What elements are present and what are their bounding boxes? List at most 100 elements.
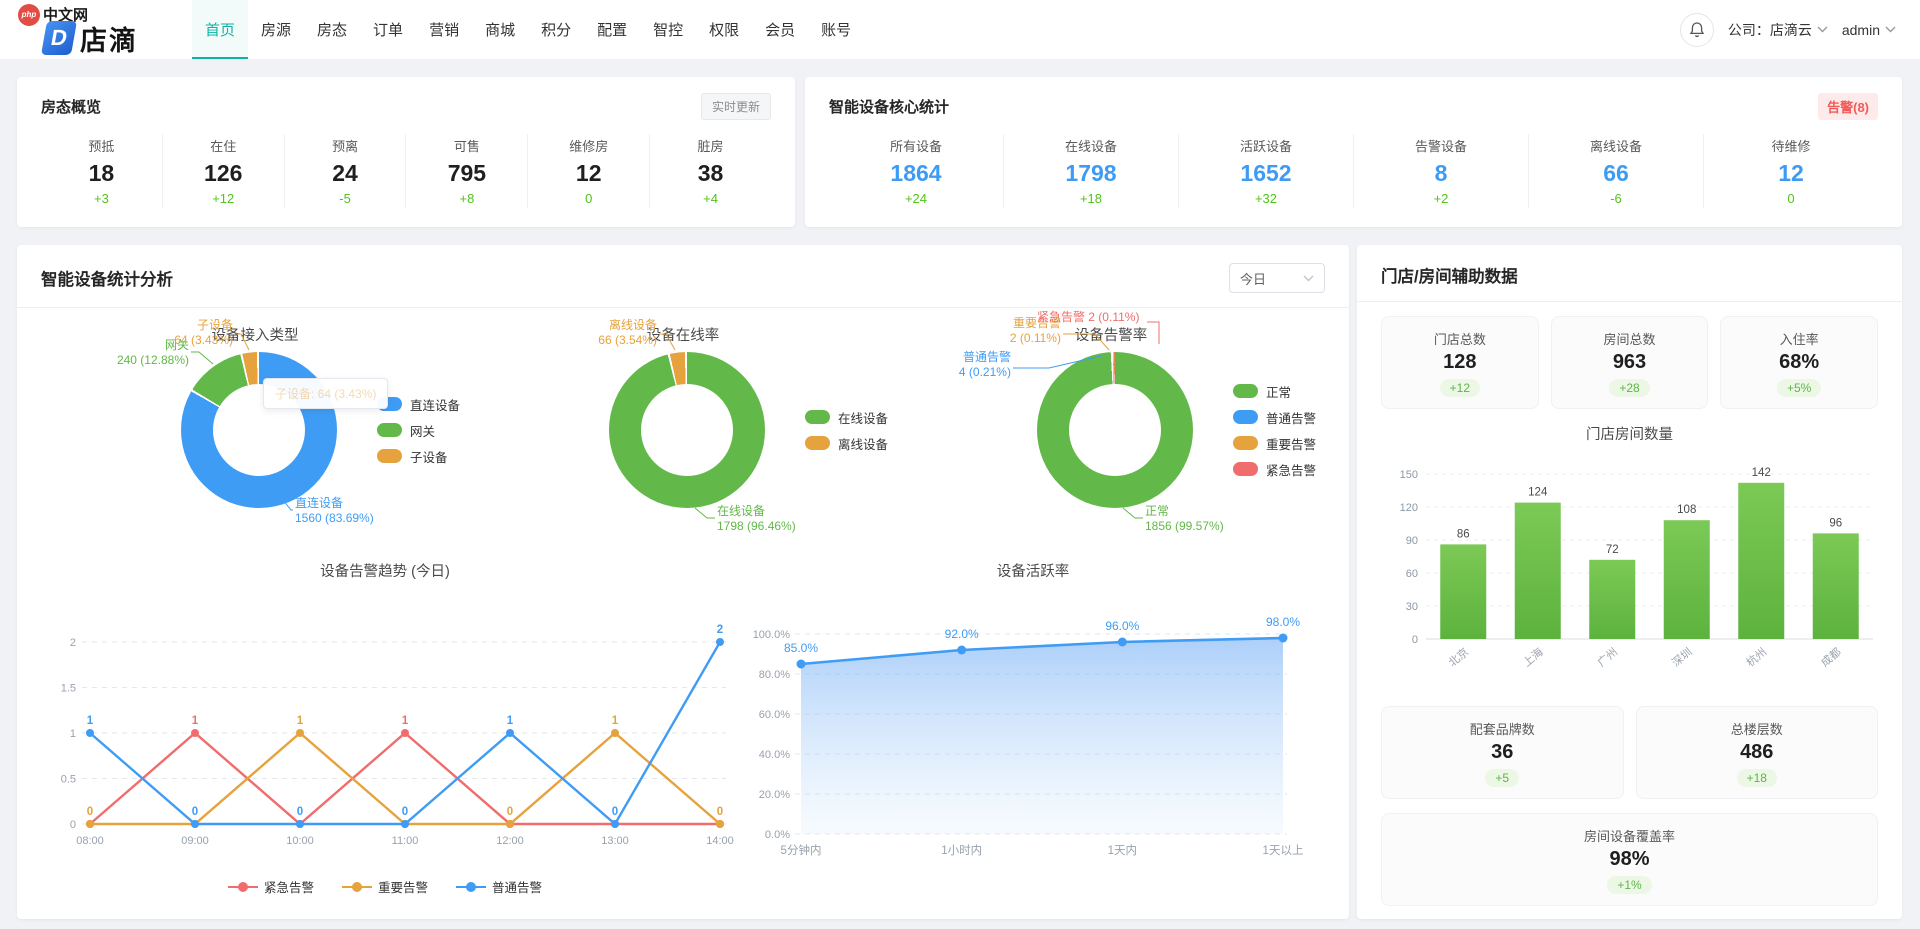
username: admin <box>1841 21 1880 38</box>
nav-item-points[interactable]: 积分 <box>541 22 572 39</box>
stat-item: 维修房 12 0 <box>528 134 651 208</box>
alarm-trend-chart[interactable]: 0 0.5 1 1.5 2 08:00 09:00 10:00 11:00 12:00 13:00 1… <box>35 582 735 865</box>
aux-data-panel: 门店/房间辅助数据 门店总数 128 +12 房间总数 963 +28 入住率 68% +5% … <box>1357 245 1902 919</box>
svg-text:1: 1 <box>87 715 94 727</box>
legend-label: 在线设备 <box>837 411 888 426</box>
nav-item-members[interactable]: 会员 <box>765 22 796 39</box>
pie-callout-label: 直连设备 1560 (83.69%) <box>295 496 374 525</box>
legend-label: 离线设备 <box>837 437 888 452</box>
legend-item[interactable]: 普通告警 <box>1232 404 1316 430</box>
donut-chart-access-type: 设备接入类型 直连设备 1560 (83.69%) 网关 240 (12.88%) 子设备… <box>41 308 469 550</box>
svg-text:上海: 上海 <box>1520 645 1546 670</box>
svg-text:0.0%: 0.0% <box>765 829 790 841</box>
aux-stat-delta: +12 <box>1439 379 1481 397</box>
stat-delta: 0 <box>585 191 593 206</box>
svg-text:108: 108 <box>1677 504 1696 516</box>
company-selector[interactable]: 公司：店滴云 <box>1728 20 1828 40</box>
nav-item-permissions[interactable]: 权限 <box>709 22 740 39</box>
stat-value: 12 <box>1778 160 1804 186</box>
donut-ring[interactable] <box>608 352 765 508</box>
stat-delta: +24 <box>904 191 928 206</box>
chart-tooltip: 子设备: 64 (3.43%) <box>263 378 389 409</box>
time-range-select[interactable]: 今日 <box>1229 263 1325 293</box>
donut-ring[interactable] <box>1036 352 1193 508</box>
chevron-down-icon <box>1817 26 1828 33</box>
stat-label: 告警设备 <box>1414 139 1467 154</box>
legend-item[interactable]: 重要告警 <box>341 877 428 896</box>
realtime-update-badge: 实时更新 <box>700 93 771 120</box>
aux-stat-label: 房间总数 <box>1603 332 1656 347</box>
nav-item-listings[interactable]: 房源 <box>261 22 292 39</box>
nav-item-mall[interactable]: 商城 <box>485 22 516 39</box>
nav-item-room-status[interactable]: 房态 <box>317 22 348 39</box>
legend-label: 重要告警 <box>377 881 428 895</box>
chart-title: 设备活跃率 <box>996 564 1070 580</box>
stat-label: 在线设备 <box>1064 139 1117 154</box>
aux-stat-delta: +5 <box>1485 769 1520 787</box>
legend-item[interactable]: 紧急告警 <box>1232 456 1316 482</box>
store-rooms-bar-chart[interactable]: 0 30 60 90 120 150 86 北京 124 上海 72 广州 108 深圳 142 杭州 96 成都 <box>1381 449 1878 706</box>
notification-bell-button[interactable] <box>1679 12 1714 47</box>
svg-text:1: 1 <box>612 715 619 727</box>
nav-item-orders[interactable]: 订单 <box>373 22 404 39</box>
pie-callout-label: 紧急告警 2 (0.11%) <box>1036 310 1140 324</box>
stat-delta: +2 <box>1433 191 1449 206</box>
stat-item: 告警设备 8 +2 <box>1354 134 1529 208</box>
svg-text:1天以上: 1天以上 <box>1263 844 1304 857</box>
svg-text:150: 150 <box>1400 469 1418 481</box>
legend-label: 重要告警 <box>1265 437 1316 452</box>
chart-title: 设备告警率 <box>1074 328 1148 344</box>
legend-item[interactable]: 正常 <box>1232 378 1316 404</box>
device-active-rate-chart[interactable]: 0.0% 20.0% 40.0% 60.0% 80.0% 100.0% 85.0% 5分钟内 9… <box>743 582 1323 887</box>
legend-item[interactable]: 紧急告警 <box>227 877 314 896</box>
legend-item[interactable]: 重要告警 <box>1232 430 1316 456</box>
legend-marker <box>1232 436 1258 450</box>
legend-item[interactable]: 离线设备 <box>804 430 888 456</box>
stat-delta: 0 <box>1787 191 1795 206</box>
stat-label: 预抵 <box>88 139 115 154</box>
legend-item[interactable]: 子设备 <box>377 443 460 469</box>
legend-item[interactable]: 直连设备 <box>377 391 460 417</box>
svg-text:2: 2 <box>70 637 76 649</box>
nav-item-marketing[interactable]: 营销 <box>429 22 460 39</box>
stat-label: 待维修 <box>1771 139 1811 154</box>
svg-text:08:00: 08:00 <box>76 835 104 847</box>
brand-name: 店滴 <box>80 25 138 56</box>
stat-delta: +8 <box>459 191 475 206</box>
chevron-down-icon <box>1885 26 1896 33</box>
stat-delta: +32 <box>1254 191 1278 206</box>
svg-text:2: 2 <box>717 624 723 636</box>
panel-title: 智能设备统计分析 <box>41 271 173 289</box>
alarm-count-badge[interactable]: 告警(8) <box>1818 93 1878 120</box>
company-label: 公司：店滴云 <box>1727 21 1812 38</box>
chart-title: 设备接入类型 <box>211 328 299 344</box>
stat-value: 1652 <box>1240 160 1292 186</box>
pie-callout-label: 正常 1856 (99.57%) <box>1144 504 1224 533</box>
legend-label: 普通告警 <box>492 881 543 895</box>
nav-item-accounts[interactable]: 账号 <box>821 22 852 39</box>
svg-text:1.5: 1.5 <box>61 683 76 695</box>
svg-text:14:00: 14:00 <box>706 835 734 847</box>
chart-title: 门店房间数量 <box>1586 427 1673 443</box>
svg-text:20.0%: 20.0% <box>759 789 790 801</box>
svg-text:09:00: 09:00 <box>181 835 209 847</box>
nav-item-home[interactable]: 首页 <box>192 0 249 59</box>
nav-item-config[interactable]: 配置 <box>597 22 628 39</box>
svg-text:杭州: 杭州 <box>1743 645 1769 670</box>
legend-item[interactable]: 普通告警 <box>456 877 542 896</box>
aux-stat-card: 房间总数 963 +28 <box>1550 316 1709 409</box>
stat-value: 12 <box>575 160 602 186</box>
logo-cn-text: 中文网 <box>43 7 89 24</box>
nav-item-smart-control[interactable]: 智控 <box>653 22 684 39</box>
user-menu[interactable]: admin <box>1842 22 1896 38</box>
svg-text:5分钟内: 5分钟内 <box>781 843 822 857</box>
stat-value: 1864 <box>890 160 942 186</box>
legend-item[interactable]: 网关 <box>377 417 460 443</box>
legend-item[interactable]: 在线设备 <box>804 404 888 430</box>
svg-text:成都: 成都 <box>1818 645 1843 669</box>
donut-chart-online-rate: 设备在线率 在线设备 1798 (96.46%) 离线设备 66 (3.54%) 在线设备… <box>469 308 897 550</box>
donut-ring[interactable] <box>181 352 337 508</box>
panel-title: 房态概览 <box>41 99 102 116</box>
aux-bottom-card: 房间设备覆盖率 98% +1% <box>1381 813 1878 906</box>
alarm-trend-legend: 紧急告警 重要告警 普通告警 <box>35 877 735 896</box>
